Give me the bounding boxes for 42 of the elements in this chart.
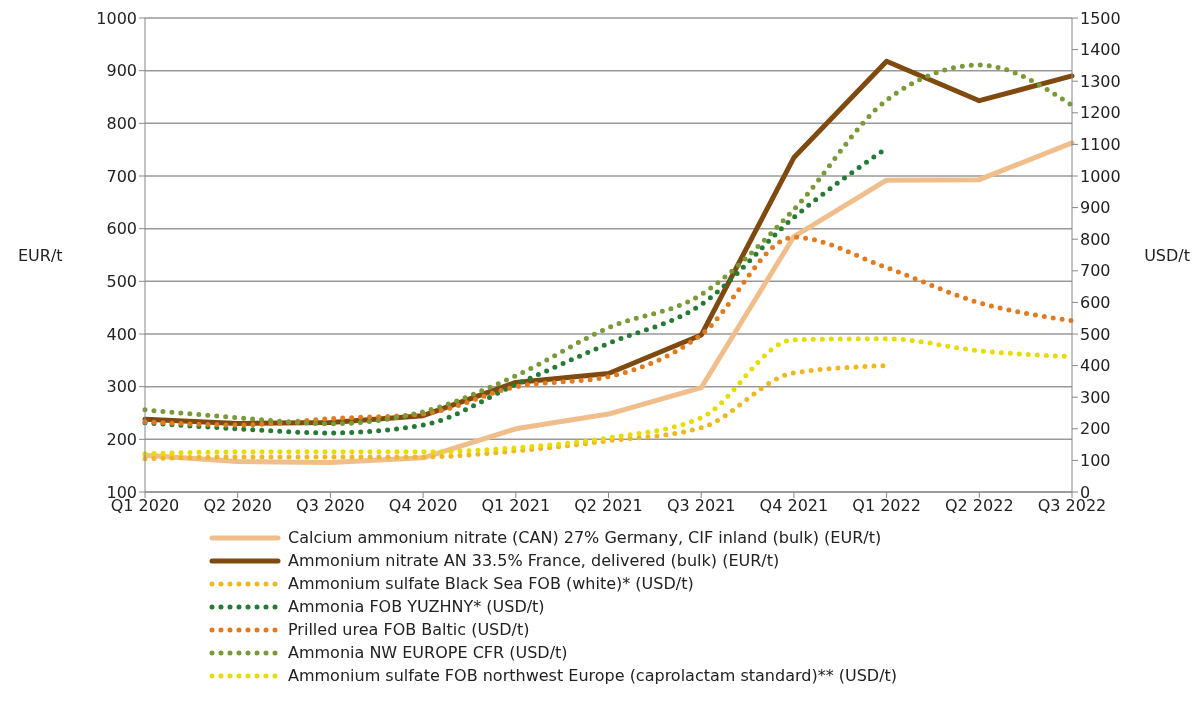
y2-tick-label: 200 xyxy=(1080,419,1111,439)
y-tick-label: 600 xyxy=(106,219,137,239)
y-tick-label: 1000 xyxy=(96,8,137,28)
y-tick-label: 700 xyxy=(106,166,137,186)
y2-tick-label: 900 xyxy=(1080,198,1111,218)
x-tick-label: Q2 2020 xyxy=(203,496,272,516)
y2-tick-label: 100 xyxy=(1080,451,1111,471)
x-tick-label: Q4 2021 xyxy=(759,496,829,516)
y2-tick-label: 600 xyxy=(1080,293,1111,313)
y-tick-label: 200 xyxy=(106,430,137,450)
y-tick-label: 900 xyxy=(106,61,137,81)
legend-label: Ammonia FOB YUZHNY* (USD/t) xyxy=(288,597,545,616)
y2-tick-label: 1400 xyxy=(1080,40,1121,60)
y-axis-title: EUR/t xyxy=(18,245,63,265)
y-tick-label: 800 xyxy=(106,114,137,134)
y2-tick-label: 300 xyxy=(1080,387,1111,407)
x-tick-label: Q4 2020 xyxy=(388,496,458,516)
legend-label: Prilled urea FOB Baltic (USD/t) xyxy=(288,620,530,639)
x-tick-label: Q2 2021 xyxy=(574,496,643,516)
y2-tick-label: 1500 xyxy=(1080,8,1121,28)
x-tick-label: Q1 2022 xyxy=(852,496,921,516)
legend-label: Ammonium sulfate Black Sea FOB (white)* (USD/t) xyxy=(288,574,694,593)
y2-tick-label: 1300 xyxy=(1080,71,1121,91)
y2-tick-label: 500 xyxy=(1080,324,1111,344)
y2-tick-label: 800 xyxy=(1080,229,1111,249)
y2-axis-title: USD/t xyxy=(1144,245,1190,265)
y-tick-label: 500 xyxy=(106,272,137,292)
y2-tick-label: 1200 xyxy=(1080,103,1121,123)
y-tick-label: 400 xyxy=(106,324,137,344)
x-tick-label: Q3 2020 xyxy=(296,496,365,516)
y2-tick-label: 1100 xyxy=(1080,135,1121,155)
y-tick-label: 300 xyxy=(106,377,137,397)
y2-tick-label: 400 xyxy=(1080,356,1111,376)
legend-label: Calcium ammonium nitrate (CAN) 27% Germany, CIF inland (bulk) (EUR/t) xyxy=(288,528,882,547)
y2-tick-label: 700 xyxy=(1080,261,1111,281)
x-tick-label: Q2 2022 xyxy=(945,496,1014,516)
x-tick-label: Q1 2021 xyxy=(481,496,551,516)
y2-tick-label: 1000 xyxy=(1080,166,1121,186)
legend-label: Ammonium nitrate AN 33.5% France, delivered (bulk) (EUR/t) xyxy=(288,551,780,570)
legend-label: Ammonium sulfate FOB northwest Europe (caprolactam standard)** (USD/t) xyxy=(288,666,898,685)
legend-label: Ammonia NW EUROPE CFR (USD/t) xyxy=(288,643,568,662)
x-tick-label: Q3 2021 xyxy=(666,496,736,516)
